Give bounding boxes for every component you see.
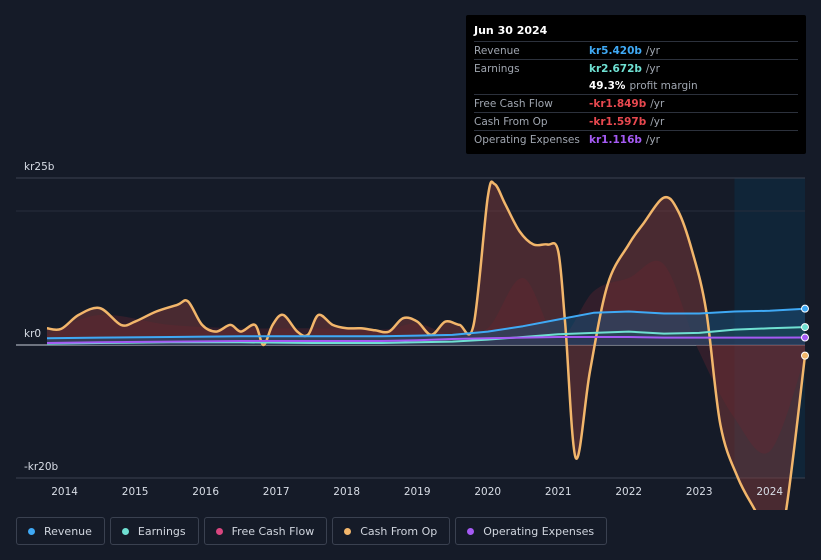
- legend-item[interactable]: Operating Expenses: [455, 517, 608, 545]
- x-tick-label: 2014: [51, 486, 78, 498]
- legend-item[interactable]: Free Cash Flow: [203, 517, 328, 545]
- x-tick-label: 2022: [615, 486, 642, 498]
- tooltip-row-unit: /yr: [650, 97, 665, 110]
- x-axis-ticks: 2014 2015 2016 2017 2018 2019 2020 2021 2022 2023…: [51, 486, 783, 498]
- legend-dot-icon: [344, 527, 352, 535]
- tooltip-row: 49.3% profit margin: [474, 77, 798, 94]
- x-tick-label: 2019: [404, 486, 431, 498]
- x-tick-label: 2018: [333, 486, 360, 498]
- cash-from-op-line: [46, 180, 807, 510]
- legend-dot-icon: [215, 527, 223, 535]
- y-axis-zero-label: kr0: [24, 328, 41, 340]
- x-tick-label: 2015: [122, 486, 149, 498]
- tooltip-row-value: kr1.116b: [589, 133, 642, 146]
- legend-label: Operating Expenses: [483, 524, 595, 538]
- tooltip-row: Revenue kr5.420b/yr: [474, 41, 798, 59]
- data-tooltip: Jun 30 2024 Revenue kr5.420b/yr Earnings kr…: [466, 15, 806, 154]
- earnings-area: [47, 327, 805, 345]
- tooltip-row-unit: /yr: [645, 62, 660, 75]
- legend-dot-icon: [467, 527, 475, 535]
- revenue-endpoint: [801, 304, 809, 313]
- operating-expenses-line: [46, 336, 806, 344]
- tooltip-row-value: 49.3%: [589, 79, 626, 92]
- chart-legend: Revenue Earnings Free Cash Flow Cash From O…: [16, 517, 608, 545]
- tooltip-row: Earnings kr2.672b/yr: [474, 59, 798, 77]
- earnings-endpoint: [801, 323, 809, 332]
- y-axis-top-label: kr25b: [24, 161, 55, 173]
- series-endpoints: [801, 304, 809, 360]
- legend-dot-icon: [121, 527, 129, 535]
- legend-label: Revenue: [44, 524, 92, 538]
- revenue-area: [47, 308, 805, 345]
- tooltip-row-unit: /yr: [645, 44, 660, 57]
- x-tick-label: 2023: [686, 486, 713, 498]
- tooltip-row-unit: profit margin: [629, 79, 698, 92]
- cash-from-op-area: [47, 181, 805, 510]
- tooltip-row: Cash From Op -kr1.597b/yr: [474, 112, 798, 130]
- tooltip-row-label: Earnings: [474, 62, 520, 75]
- tooltip-row-value: -kr1.849b: [589, 97, 647, 110]
- legend-label: Earnings: [137, 524, 186, 538]
- chart-area: kr25b kr0 -kr20b 2014 2015 2016 2017 2018 201…: [16, 161, 809, 510]
- legend-dot-icon: [28, 527, 35, 535]
- legend-item[interactable]: Revenue: [16, 517, 105, 545]
- tooltip-row: Operating Expenses kr1.116b/yr: [474, 130, 798, 148]
- cash-from-op-endpoint: [801, 351, 809, 360]
- legend-item[interactable]: Cash From Op: [332, 517, 451, 545]
- x-tick-label: 2021: [545, 486, 572, 498]
- tooltip-row-label: Operating Expenses: [474, 133, 580, 146]
- tooltip-row-unit: /yr: [645, 133, 660, 146]
- legend-label: Cash From Op: [360, 524, 438, 538]
- tooltip-row-value: -kr1.597b: [589, 115, 647, 128]
- revenue-line: [46, 307, 806, 340]
- tooltip-rows: Revenue kr5.420b/yr Earnings kr2.672b/yr 49.…: [474, 41, 798, 148]
- x-tick-label: 2024: [756, 486, 783, 498]
- x-tick-label: 2016: [192, 486, 219, 498]
- tooltip-date: Jun 30 2024: [474, 24, 548, 37]
- tooltip-row-unit: /yr: [650, 115, 665, 128]
- x-tick-label: 2017: [263, 486, 290, 498]
- x-tick-label: 2020: [474, 486, 501, 498]
- y-axis-bottom-label: -kr20b: [24, 461, 59, 473]
- tooltip-row-label: Cash From Op: [474, 115, 548, 128]
- series-lines: [46, 180, 807, 510]
- legend-label: Free Cash Flow: [231, 524, 315, 538]
- free-cash-flow-area: [47, 260, 805, 454]
- tooltip-row-label: Revenue: [474, 44, 520, 57]
- tooltip-row-label: Free Cash Flow: [474, 97, 553, 110]
- legend-item[interactable]: Earnings: [109, 517, 199, 545]
- tooltip-row: Free Cash Flow -kr1.849b/yr: [474, 94, 798, 112]
- operating-expenses-endpoint: [801, 333, 809, 342]
- tooltip-row-value: kr5.420b: [589, 44, 642, 57]
- series-areas: [47, 181, 805, 510]
- tooltip-row-value: kr2.672b: [589, 62, 642, 75]
